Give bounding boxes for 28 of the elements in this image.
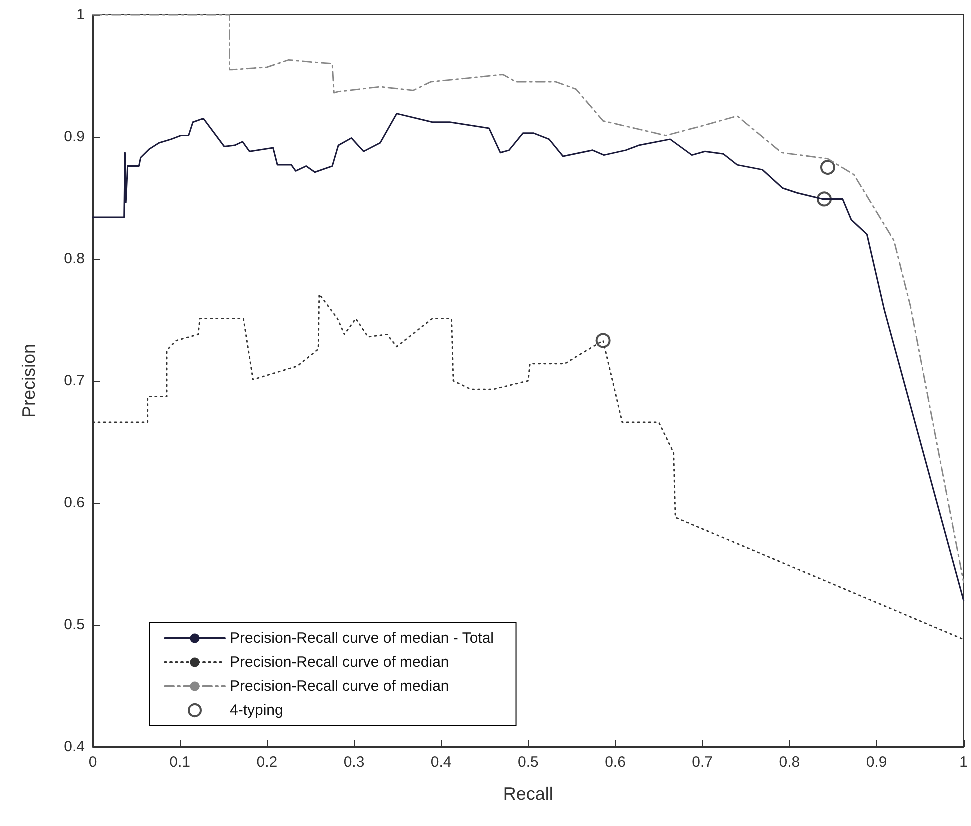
legend-label: Precision-Recall curve of median bbox=[230, 678, 450, 695]
x-tick-label: 0.8 bbox=[779, 754, 800, 771]
x-tick-label: 0 bbox=[88, 754, 98, 771]
y-tick-label: 0.9 bbox=[64, 128, 85, 146]
y-tick-label: 0.7 bbox=[64, 372, 85, 390]
y-tick-label: 0.5 bbox=[64, 616, 85, 634]
y-axis-title: Precision bbox=[19, 344, 39, 418]
x-tick-label: 0.6 bbox=[605, 754, 626, 771]
point bbox=[596, 333, 611, 348]
x-tick-label: 0.3 bbox=[344, 754, 365, 771]
y-tick-label: 1 bbox=[76, 6, 85, 24]
x-tick-label: 0.4 bbox=[430, 754, 452, 771]
x-axis-title: Recall bbox=[503, 784, 554, 804]
x-tick-label: 0.2 bbox=[256, 754, 278, 771]
x-tick-label: 1 bbox=[960, 754, 968, 771]
legend-label: 4-typing bbox=[230, 702, 284, 719]
point bbox=[820, 160, 836, 175]
x-tick-label: 0.9 bbox=[866, 754, 888, 771]
line-series bbox=[92, 14, 965, 583]
legend-label: Precision-Recall curve of median - Total bbox=[230, 630, 494, 647]
x-tick-label: 0.1 bbox=[170, 754, 191, 771]
x-tick-label: 0.5 bbox=[518, 754, 539, 771]
legend-label: Precision-Recall curve of median bbox=[230, 654, 450, 671]
y-tick-label: 0.8 bbox=[64, 250, 85, 268]
y-tick-label: 0.4 bbox=[64, 738, 85, 756]
line-series bbox=[92, 113, 965, 602]
x-tick-label: 0.7 bbox=[692, 754, 714, 771]
y-tick-label: 0.6 bbox=[64, 494, 85, 512]
